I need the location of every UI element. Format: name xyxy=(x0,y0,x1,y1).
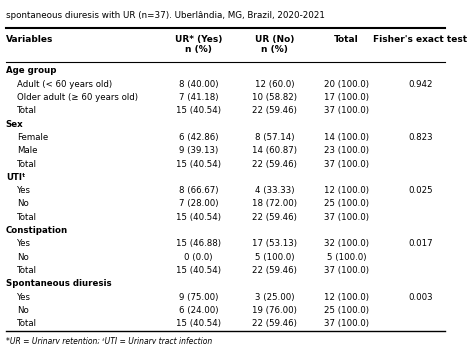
Text: 17 (53.13): 17 (53.13) xyxy=(252,239,297,248)
Text: 15 (40.54): 15 (40.54) xyxy=(176,213,221,222)
Text: 17 (100.0): 17 (100.0) xyxy=(324,93,369,102)
Text: 0.003: 0.003 xyxy=(408,293,433,302)
Text: 22 (59.46): 22 (59.46) xyxy=(252,106,297,115)
Text: 14 (60.87): 14 (60.87) xyxy=(252,146,297,155)
Text: 18 (72.00): 18 (72.00) xyxy=(252,200,297,208)
Text: Total: Total xyxy=(17,213,37,222)
Text: 37 (100.0): 37 (100.0) xyxy=(324,319,369,328)
Text: 25 (100.0): 25 (100.0) xyxy=(324,306,369,315)
Text: Older adult (≥ 60 years old): Older adult (≥ 60 years old) xyxy=(17,93,138,102)
Text: No: No xyxy=(17,252,29,262)
Text: 19 (76.00): 19 (76.00) xyxy=(252,306,297,315)
Text: 15 (46.88): 15 (46.88) xyxy=(176,239,221,248)
Text: 7 (41.18): 7 (41.18) xyxy=(179,93,218,102)
Text: 37 (100.0): 37 (100.0) xyxy=(324,160,369,169)
Text: 12 (100.0): 12 (100.0) xyxy=(324,186,369,195)
Text: 8 (40.00): 8 (40.00) xyxy=(179,80,218,89)
Text: 0 (0.0): 0 (0.0) xyxy=(184,252,213,262)
Text: 22 (59.46): 22 (59.46) xyxy=(252,213,297,222)
Text: Fisher's exact test: Fisher's exact test xyxy=(373,35,467,44)
Text: Total: Total xyxy=(17,160,37,169)
Text: spontaneous diuresis with UR (n=37). Uberlândia, MG, Brazil, 2020-2021: spontaneous diuresis with UR (n=37). Ube… xyxy=(6,11,325,20)
Text: 20 (100.0): 20 (100.0) xyxy=(324,80,369,89)
Text: 0.017: 0.017 xyxy=(408,239,433,248)
Text: Adult (< 60 years old): Adult (< 60 years old) xyxy=(17,80,112,89)
Text: 6 (42.86): 6 (42.86) xyxy=(179,133,218,142)
Text: 37 (100.0): 37 (100.0) xyxy=(324,266,369,275)
Text: Total: Total xyxy=(17,106,37,115)
Text: 15 (40.54): 15 (40.54) xyxy=(176,106,221,115)
Text: 12 (100.0): 12 (100.0) xyxy=(324,293,369,302)
Text: Spontaneous diuresis: Spontaneous diuresis xyxy=(6,279,111,288)
Text: 15 (40.54): 15 (40.54) xyxy=(176,319,221,328)
Text: UTIᵗ: UTIᵗ xyxy=(6,173,25,182)
Text: Age group: Age group xyxy=(6,66,56,75)
Text: 37 (100.0): 37 (100.0) xyxy=(324,106,369,115)
Text: Total: Total xyxy=(17,266,37,275)
Text: 25 (100.0): 25 (100.0) xyxy=(324,200,369,208)
Text: 8 (66.67): 8 (66.67) xyxy=(179,186,218,195)
Text: 12 (60.0): 12 (60.0) xyxy=(255,80,294,89)
Text: 0.942: 0.942 xyxy=(408,80,433,89)
Text: 7 (28.00): 7 (28.00) xyxy=(179,200,218,208)
Text: Total: Total xyxy=(334,35,359,44)
Text: 5 (100.0): 5 (100.0) xyxy=(255,252,294,262)
Text: 9 (39.13): 9 (39.13) xyxy=(179,146,218,155)
Text: UR (No)
n (%): UR (No) n (%) xyxy=(255,35,294,54)
Text: 15 (40.54): 15 (40.54) xyxy=(176,160,221,169)
Text: 22 (59.46): 22 (59.46) xyxy=(252,319,297,328)
Text: *UR = Urinary retention; ᵗUTI = Urinary tract infection: *UR = Urinary retention; ᵗUTI = Urinary … xyxy=(6,337,212,344)
Text: 6 (24.00): 6 (24.00) xyxy=(179,306,218,315)
Text: 32 (100.0): 32 (100.0) xyxy=(324,239,369,248)
Text: Variables: Variables xyxy=(6,35,53,44)
Text: 37 (100.0): 37 (100.0) xyxy=(324,213,369,222)
Text: Yes: Yes xyxy=(17,293,31,302)
Text: Constipation: Constipation xyxy=(6,226,68,235)
Text: 3 (25.00): 3 (25.00) xyxy=(255,293,294,302)
Text: 22 (59.46): 22 (59.46) xyxy=(252,266,297,275)
Text: Total: Total xyxy=(17,319,37,328)
Text: Yes: Yes xyxy=(17,186,31,195)
Text: Yes: Yes xyxy=(17,239,31,248)
Text: 0.025: 0.025 xyxy=(408,186,433,195)
Text: 14 (100.0): 14 (100.0) xyxy=(324,133,369,142)
Text: 23 (100.0): 23 (100.0) xyxy=(324,146,369,155)
Text: Female: Female xyxy=(17,133,48,142)
Text: 4 (33.33): 4 (33.33) xyxy=(255,186,294,195)
Text: Male: Male xyxy=(17,146,37,155)
Text: No: No xyxy=(17,200,29,208)
Text: 9 (75.00): 9 (75.00) xyxy=(179,293,218,302)
Text: 8 (57.14): 8 (57.14) xyxy=(255,133,294,142)
Text: Sex: Sex xyxy=(6,120,24,129)
Text: 0.823: 0.823 xyxy=(408,133,433,142)
Text: 10 (58.82): 10 (58.82) xyxy=(252,93,297,102)
Text: No: No xyxy=(17,306,29,315)
Text: 22 (59.46): 22 (59.46) xyxy=(252,160,297,169)
Text: 15 (40.54): 15 (40.54) xyxy=(176,266,221,275)
Text: UR* (Yes)
n (%): UR* (Yes) n (%) xyxy=(175,35,222,54)
Text: 5 (100.0): 5 (100.0) xyxy=(327,252,366,262)
